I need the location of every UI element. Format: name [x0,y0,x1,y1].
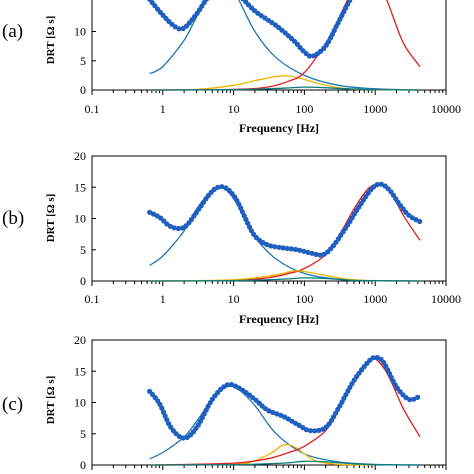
data-point [297,247,303,253]
y-tick-label: 0 [80,274,86,288]
x-tick-label: 1000 [363,102,387,116]
fit-series-line [149,86,421,91]
data-point [305,249,311,255]
x-tick-label: 0.1 [85,102,100,116]
data-point [159,405,165,411]
measured-series-line [149,0,351,58]
panel-label: (a) [2,21,23,42]
data-point [309,250,315,256]
data-point [288,246,295,252]
x-tick-label: 1000 [363,292,387,306]
y-tick-label: 10 [74,212,86,226]
data-point [180,435,186,441]
x-axis-label: Frequency [Hz] [239,121,319,135]
data-point [167,223,173,229]
y-tick-label: 5 [80,243,86,257]
data-point [266,408,272,414]
data-point [306,53,312,59]
data-point [276,244,282,250]
fit-series-line [149,183,421,282]
plot-frame [91,0,447,91]
y-axis-label: DRT [Ω s] [45,376,57,425]
x-tick-label: 1 [160,102,166,116]
data-point [307,428,314,434]
data-point [219,184,225,190]
x-tick-label: 10 [228,292,240,306]
y-tick-label: 20 [74,333,86,347]
fit-series-line [149,0,421,91]
data-point [228,381,235,388]
fit-series-line [149,0,421,91]
data-point [407,397,413,403]
y-tick-label: 5 [80,427,86,441]
data-point [347,0,353,4]
data-point [293,246,299,253]
data-point [160,409,167,415]
x-axis-label: Frequency [Hz] [239,312,319,326]
data-point [204,0,209,2]
data-point [374,182,380,188]
y-tick-label: 15 [74,180,86,194]
x-tick-label: 10000 [431,102,461,116]
y-tick-label: 5 [80,54,86,68]
y-tick-label: 20 [74,149,86,163]
data-point [317,252,323,258]
data-point [303,427,309,433]
x-tick-label: 100 [295,292,313,306]
panel-a: 0 5 10 0.1 1 10 100 1000 10000 Frequency [Hz] DRT … [2,0,461,135]
data-point [171,225,177,231]
x-tick-label: 100 [295,102,313,116]
fit-series-line [149,443,376,466]
data-point [313,251,319,257]
data-point [270,409,276,416]
data-point [224,382,230,388]
plot-frame [91,155,447,282]
data-point [272,244,278,250]
data-point [264,241,270,248]
data-point [176,26,182,32]
data-point [175,225,181,232]
data-point [417,218,423,225]
panel-label: (c) [2,394,23,415]
x-tick-label: 10000 [431,292,461,306]
fit-series-line [149,357,421,466]
data-point [370,355,376,361]
data-point [316,427,322,433]
y-tick-label: 15 [74,364,86,378]
y-tick-label: 10 [74,396,86,410]
fit-series-line [149,460,421,466]
y-tick-label: 0 [80,458,86,472]
plot-frame [91,339,447,466]
fit-series-line [149,277,421,282]
data-point [312,428,318,434]
data-point [301,248,307,254]
data-point [274,411,280,417]
y-tick-label: 0 [80,83,86,97]
fit-series-line [149,186,421,282]
panel-label: (b) [2,208,24,229]
data-point [268,243,274,249]
x-tick-label: 10 [228,102,240,116]
x-tick-label: 1 [160,292,166,306]
panel-b: 0 5 10 15 20 0.1 1 10 100 1000 10000 Frequency [Hz]… [2,149,461,326]
y-axis-label: DRT [Ω s] [45,194,57,243]
measured-series-line [148,356,421,439]
x-tick-label: 0.1 [85,292,100,306]
data-point [415,394,421,400]
y-axis-label: DRT [Ω s] [45,16,57,65]
data-point [280,245,286,251]
y-tick-label: 10 [74,25,86,39]
data-point [215,184,221,190]
data-point [284,245,290,252]
